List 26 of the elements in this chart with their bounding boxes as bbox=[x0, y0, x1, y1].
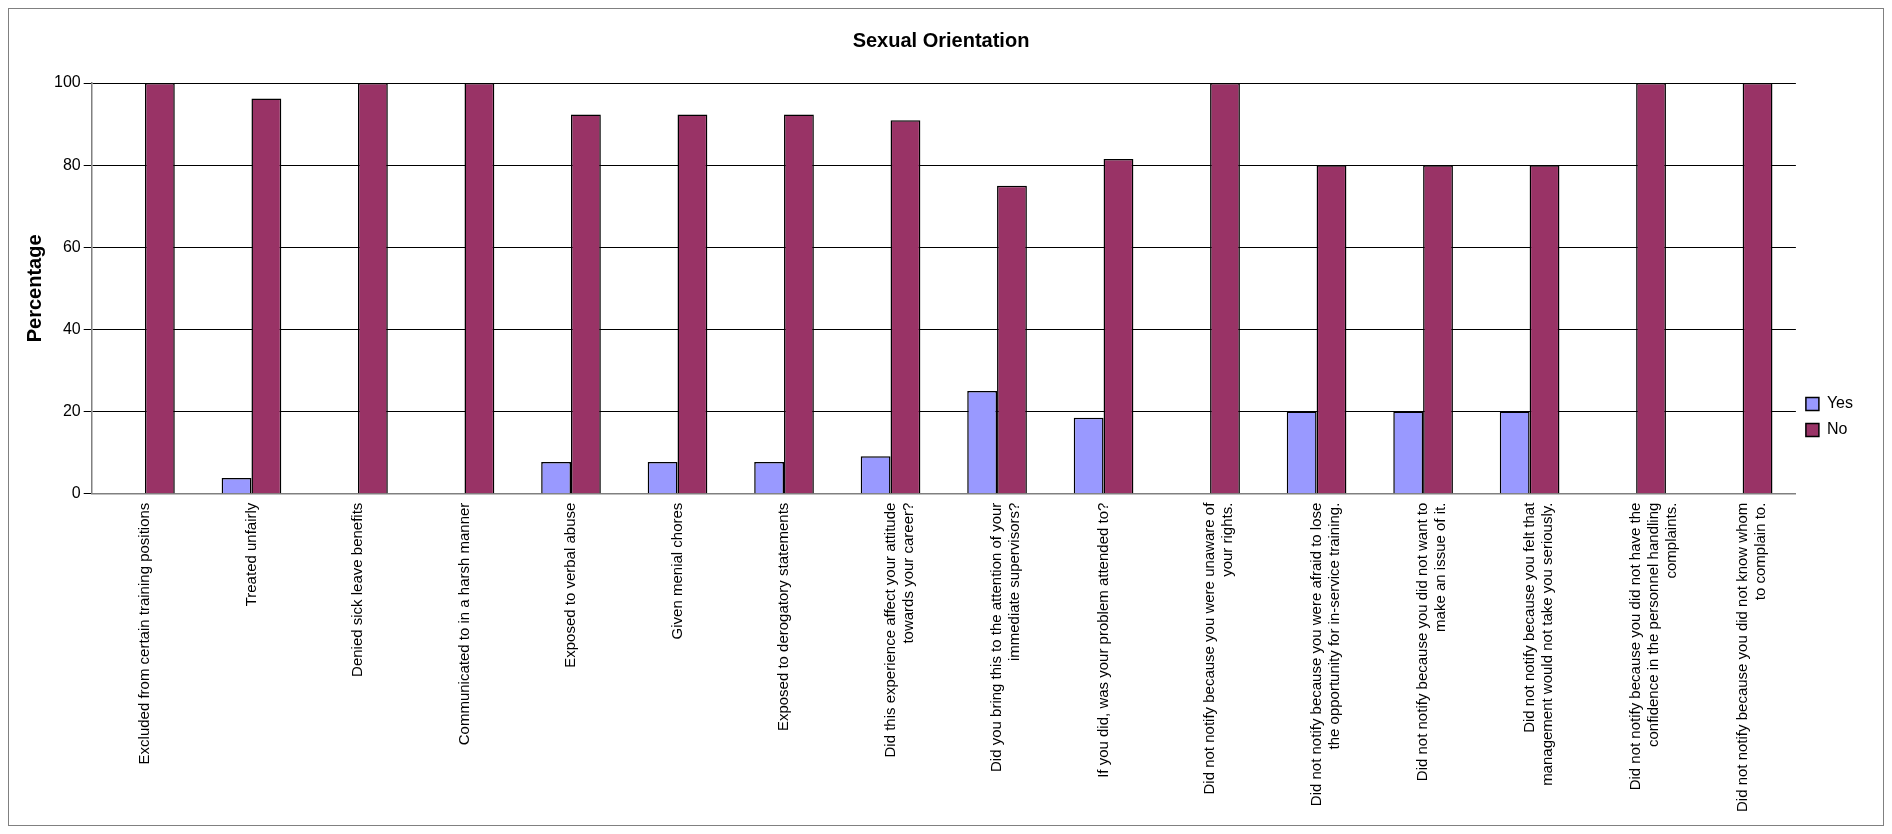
chart-title: Sexual Orientation bbox=[852, 28, 1030, 51]
x-tick-label: Denied sick leave benefits bbox=[348, 502, 366, 677]
x-tick-label: Did not notify because you did not have the confidence in the personnel handling complaints. bbox=[1626, 502, 1680, 791]
x-tick-label: Communicated to in a harsh manner bbox=[454, 502, 472, 746]
y-tick-label: 80 bbox=[62, 155, 81, 173]
y-tick-label: 20 bbox=[62, 401, 81, 419]
x-tick-label: If you did, was your problem attended to? bbox=[1093, 502, 1111, 778]
x-tick-label: Excluded from certain training positions bbox=[135, 502, 153, 765]
x-tick-label: Did not notify because you did not know whom to complain to. bbox=[1732, 502, 1768, 813]
x-tick-label: Did you bring this to the attention of your immediate supervisors? bbox=[987, 502, 1023, 772]
legend-label: Yes bbox=[1826, 394, 1854, 412]
x-tick-label: Exposed to derogatory statements bbox=[774, 502, 792, 732]
x-tick-label: Treated unfairly bbox=[241, 502, 259, 607]
legend-label: No bbox=[1826, 420, 1848, 438]
x-tick-label: Did not notify because you were afraid to lose the opportunity for in-service training. bbox=[1306, 502, 1342, 807]
x-tick-label: Did not notify because you did not want to make an issue of it. bbox=[1413, 502, 1449, 782]
x-tick-label: Did not notify because you were unaware of your rights. bbox=[1200, 501, 1236, 795]
x-tick-label: Exposed to verbal abuse bbox=[561, 502, 579, 668]
y-tick-label: 0 bbox=[71, 484, 81, 502]
y-tick-label: 60 bbox=[62, 237, 81, 255]
x-tick-label: Did this experience affect your attitude towards your career? bbox=[880, 502, 916, 758]
y-tick-label: 100 bbox=[53, 73, 81, 91]
x-tick-label: Given menial chores bbox=[667, 502, 685, 640]
y-tick-label: 40 bbox=[62, 319, 81, 337]
y-axis-title: Percentage bbox=[22, 234, 45, 343]
x-tick-label: Did not notify because you felt that management would not take you seriously. bbox=[1519, 501, 1555, 786]
